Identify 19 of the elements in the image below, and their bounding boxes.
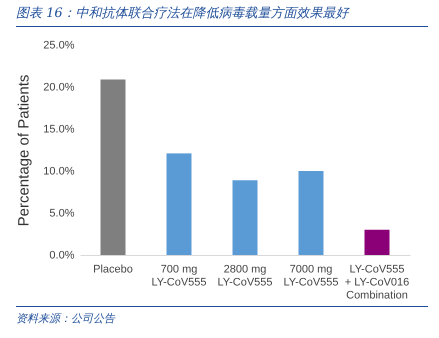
bar (232, 180, 258, 255)
x-tick-label: LY-CoV555 + LY-CoV016 Combination (344, 264, 410, 302)
y-tick-label: 25.0% (43, 40, 75, 52)
x-tick-label: 7000 mg LY-CoV555 (283, 264, 339, 288)
y-tick-label: 10.0% (43, 166, 75, 178)
x-tick-label: Placebo (93, 264, 133, 276)
bar (298, 171, 324, 255)
bar (364, 230, 390, 255)
bar (100, 79, 126, 255)
y-tick-label: 0.0% (49, 250, 75, 262)
y-tick-label: 20.0% (43, 82, 75, 94)
y-tick-label: 5.0% (49, 208, 75, 220)
chart-title: 图表 16：中和抗体联合疗法在降低病毒载量方面效果最好 (16, 4, 428, 27)
bar (166, 153, 192, 255)
y-axis-title: Percentage of Patients (15, 74, 32, 226)
x-tick-label: 700 mg LY-CoV555 (151, 264, 207, 288)
x-tick-label: 2800 mg LY-CoV555 (217, 264, 273, 288)
y-tick-label: 15.0% (43, 124, 75, 136)
text: 资料来源：公司公告 (16, 306, 428, 326)
